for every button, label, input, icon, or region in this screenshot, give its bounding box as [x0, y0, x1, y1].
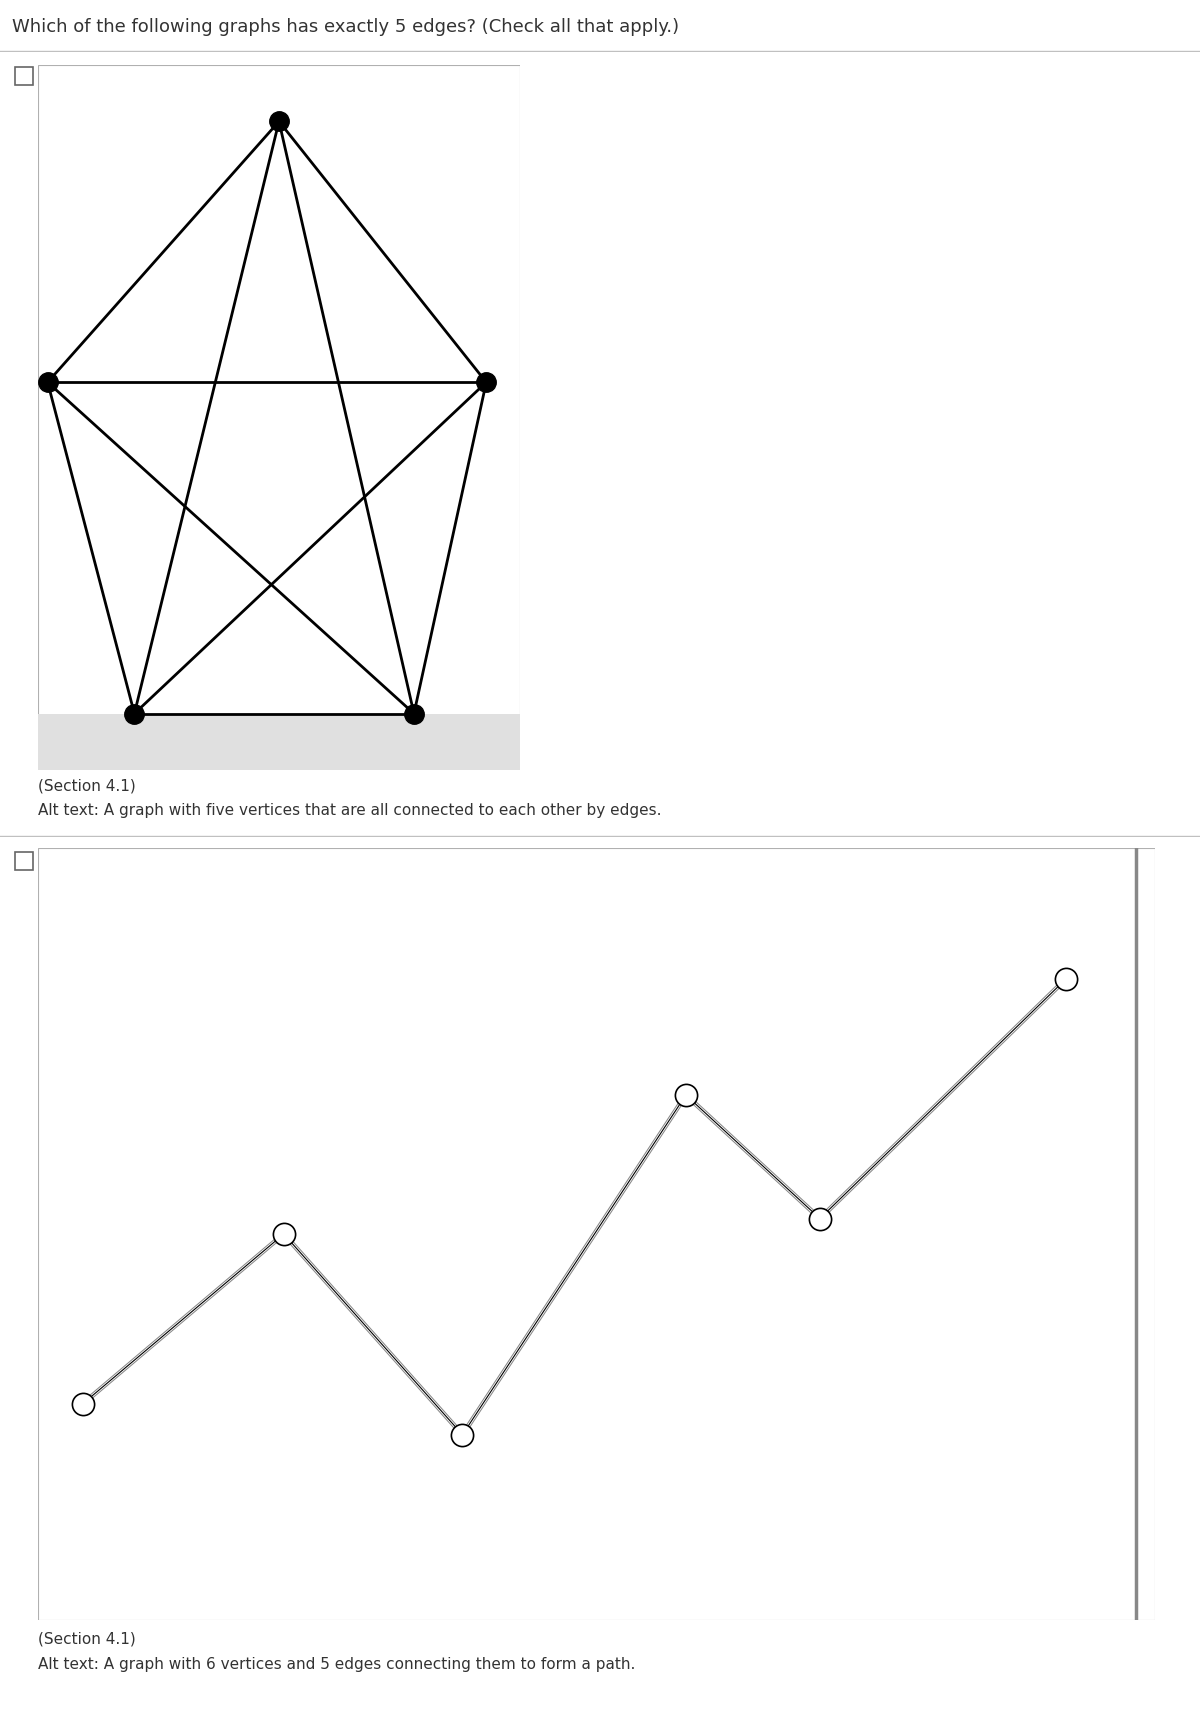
Text: Which of the following graphs has exactly 5 edges? (Check all that apply.): Which of the following graphs has exactl… — [12, 19, 679, 36]
Text: Alt text: A graph with 6 vertices and 5 edges connecting them to form a path.: Alt text: A graph with 6 vertices and 5 … — [38, 1656, 635, 1671]
Text: (Section 4.1): (Section 4.1) — [38, 1632, 136, 1647]
Text: Alt text: A graph with five vertices that are all connected to each other by edg: Alt text: A graph with five vertices tha… — [38, 804, 661, 819]
Text: (Section 4.1): (Section 4.1) — [38, 778, 136, 794]
Bar — [38, 713, 520, 770]
